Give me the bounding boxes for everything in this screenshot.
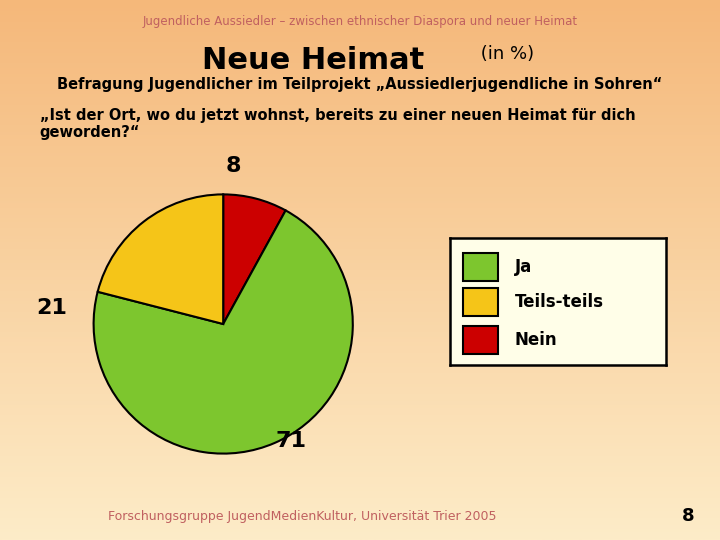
Text: Forschungsgruppe JugendMedienKultur, Universität Trier 2005: Forschungsgruppe JugendMedienKultur, Uni…	[108, 510, 497, 523]
Wedge shape	[94, 211, 353, 454]
Text: (in %): (in %)	[475, 45, 534, 63]
Text: „Ist der Ort, wo du jetzt wohnst, bereits zu einer neuen Heimat für dich
geworde: „Ist der Ort, wo du jetzt wohnst, bereit…	[40, 108, 635, 140]
Text: Neue Heimat: Neue Heimat	[202, 46, 424, 75]
Text: 8: 8	[682, 507, 695, 525]
Text: 8: 8	[226, 156, 241, 176]
Bar	[463, 288, 498, 316]
Wedge shape	[98, 194, 223, 324]
Text: 71: 71	[275, 430, 306, 451]
Bar	[463, 253, 498, 281]
Text: Befragung Jugendlicher im Teilprojekt „Aussiedlerjugendliche in Sohren“: Befragung Jugendlicher im Teilprojekt „A…	[58, 77, 662, 92]
Text: Ja: Ja	[515, 258, 532, 276]
Text: Teils-teils: Teils-teils	[515, 293, 604, 312]
Text: 21: 21	[37, 299, 68, 319]
Text: Jugendliche Aussiedler – zwischen ethnischer Diaspora und neuer Heimat: Jugendliche Aussiedler – zwischen ethnis…	[143, 15, 577, 28]
Bar	[463, 326, 498, 354]
Wedge shape	[223, 194, 286, 324]
Text: Nein: Nein	[515, 332, 557, 349]
